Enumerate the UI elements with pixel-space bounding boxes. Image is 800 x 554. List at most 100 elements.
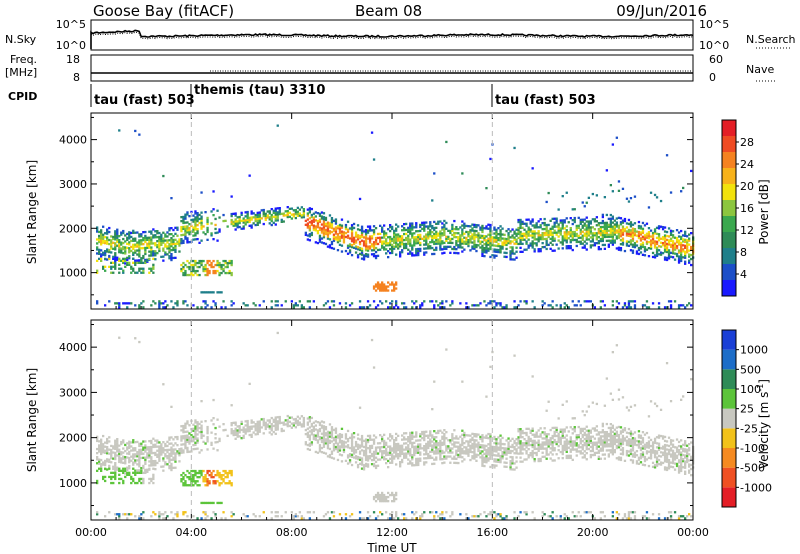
power-cell	[507, 234, 510, 237]
power-cell	[649, 229, 653, 232]
power-cell	[180, 228, 183, 231]
power-cell	[571, 248, 574, 252]
velocity-cell	[483, 460, 486, 464]
velocity-cell	[166, 440, 169, 443]
power-cell	[537, 250, 540, 253]
power-cell	[362, 242, 366, 245]
velocity-cell	[216, 418, 219, 421]
power-cell	[112, 261, 115, 264]
velocity-cell	[110, 455, 113, 458]
power-cell	[332, 237, 336, 240]
power-cell	[451, 227, 454, 231]
velocity-cell	[214, 426, 217, 430]
power-cell	[471, 247, 474, 250]
power-cell	[597, 248, 601, 251]
power-cell	[308, 306, 312, 309]
velocity-cell	[461, 441, 464, 445]
velocity-cell	[170, 448, 173, 451]
power-cell	[571, 219, 574, 222]
velocity-cell	[326, 430, 330, 433]
power-cell	[621, 241, 625, 244]
power-cell	[192, 267, 195, 271]
power-cell	[515, 238, 518, 241]
power-cell	[627, 304, 631, 307]
power-cell	[611, 237, 615, 240]
power-cell	[122, 231, 125, 235]
velocity-cell	[120, 477, 123, 481]
velocity-cell	[387, 517, 390, 520]
velocity-cell	[218, 474, 221, 477]
velocity-cell	[154, 468, 157, 471]
velocity-cell	[160, 451, 163, 454]
power-cell	[354, 245, 358, 248]
power-cell	[555, 304, 558, 307]
power-cell	[621, 225, 625, 228]
noise-left-tick-top: 10^5	[56, 18, 86, 31]
power-cell	[549, 237, 552, 240]
power-cell	[282, 212, 285, 215]
velocity-cell	[463, 442, 466, 445]
power-cell	[617, 302, 621, 305]
power-cell	[148, 242, 151, 245]
velocity-cell	[280, 429, 283, 433]
power-cell	[114, 246, 117, 249]
velocity-cell	[413, 435, 416, 438]
power-cell	[439, 248, 442, 251]
velocity-cell	[499, 434, 502, 437]
colorbar-tick-label: 8	[740, 246, 747, 259]
power-cell	[360, 229, 364, 232]
power-cell	[651, 255, 655, 259]
velocity-cell	[441, 511, 444, 514]
nave-tick-top: 60	[709, 53, 723, 66]
velocity-cell	[278, 422, 281, 425]
velocity-cell	[393, 449, 396, 452]
power-cell	[308, 300, 312, 303]
power-cell	[531, 240, 534, 243]
velocity-cell	[232, 429, 235, 433]
power-cell	[202, 267, 205, 271]
power-cell	[306, 222, 310, 225]
power-cell	[385, 234, 388, 237]
velocity-cell	[134, 453, 137, 456]
power-cell	[443, 251, 446, 254]
velocity-cell	[332, 449, 336, 452]
power-cell	[423, 300, 426, 303]
power-cell	[336, 235, 340, 238]
power-cell	[122, 245, 125, 249]
power-cell	[455, 228, 458, 231]
power-cell	[352, 240, 356, 243]
power-cell	[639, 239, 643, 242]
power-cell	[583, 228, 586, 231]
power-cell	[304, 219, 308, 222]
velocity-cell	[427, 440, 430, 443]
velocity-cell	[393, 439, 396, 442]
power-cell	[684, 240, 687, 243]
velocity-cell	[180, 474, 183, 477]
velocity-cell	[196, 447, 199, 450]
power-cell	[220, 291, 223, 294]
velocity-cell	[252, 425, 255, 428]
power-cell	[569, 239, 572, 242]
power-cell	[417, 237, 420, 241]
power-cell	[551, 235, 554, 238]
colorbar-tick-label: 12	[740, 224, 754, 237]
velocity-cell	[204, 442, 207, 445]
velocity-cell	[370, 438, 374, 441]
velocity-cell	[368, 457, 372, 460]
power-cell	[465, 236, 468, 240]
velocity-cell	[385, 449, 388, 453]
velocity-cell	[242, 426, 245, 429]
power-cell	[330, 217, 334, 220]
power-cell	[519, 226, 522, 230]
power-cell	[415, 250, 418, 253]
power-cell	[673, 236, 677, 239]
velocity-cell	[322, 435, 326, 438]
power-cell	[669, 233, 673, 236]
velocity-cell	[212, 469, 215, 473]
velocity-cell	[164, 463, 167, 466]
power-cell	[629, 223, 633, 226]
velocity-cell	[272, 420, 275, 423]
power-cell	[242, 225, 245, 228]
velocity-cell	[122, 455, 125, 458]
velocity-cell	[170, 468, 173, 472]
